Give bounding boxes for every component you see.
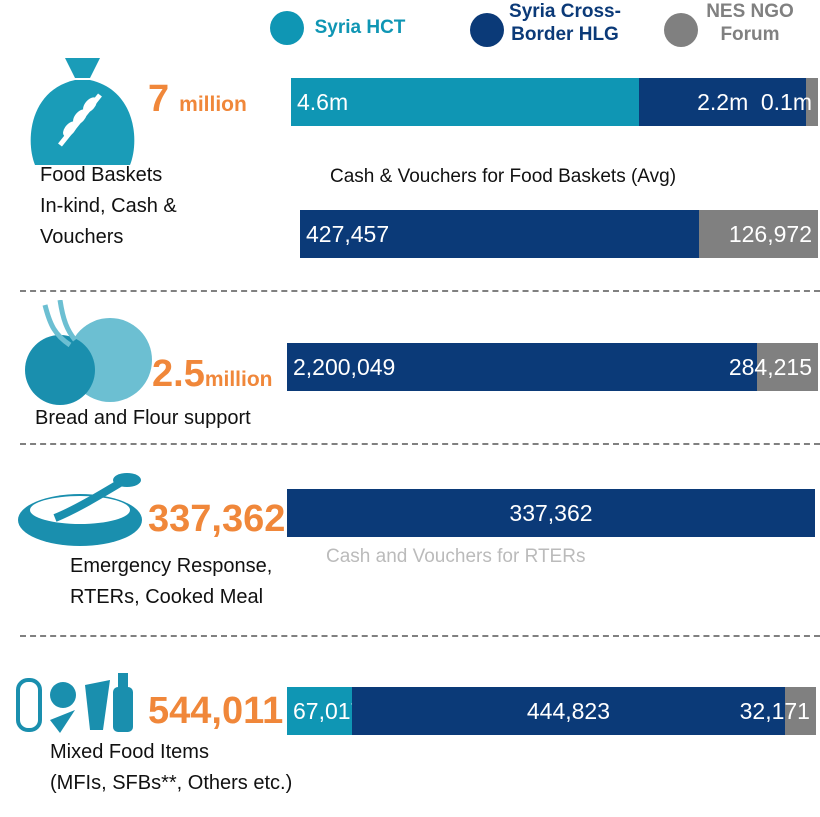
bar-segment: 2.2m <box>639 78 806 126</box>
divider <box>20 443 820 445</box>
bowl-icon <box>18 473 142 546</box>
bar-segment: 2,200,049 <box>287 343 758 391</box>
total: 544,011 <box>148 690 283 733</box>
total-unit: million <box>204 368 273 391</box>
segment-label: 126,972 <box>728 220 812 247</box>
stacked-bar: 4.6m 2.2m 0.1m <box>291 78 818 126</box>
bar-segment: 32,171 <box>740 687 816 735</box>
divider <box>20 290 820 292</box>
total: 2.5million <box>152 353 273 396</box>
total-value: 544,011 <box>148 690 284 732</box>
segment-label: 2.2m <box>697 88 749 115</box>
bar-segment: 126,972 <box>699 210 818 258</box>
bar-segment: 67,017 <box>287 687 363 735</box>
total-value: 337,362 <box>148 498 286 540</box>
stacked-bar: 427,457 126,972 <box>300 210 818 258</box>
stacked-bar: 337,362 <box>287 489 815 537</box>
total-value: 2.5 <box>152 353 205 395</box>
section-label: Bread and Flour support <box>35 407 251 429</box>
segment-label: 67,017 <box>293 697 364 724</box>
segment-label: 4.6m <box>297 88 349 115</box>
bar-caption: Cash and Vouchers for RTERs <box>326 546 586 567</box>
bar-segment: 284,215 <box>729 343 818 391</box>
legend-label: Syria HCT <box>314 17 406 38</box>
mixed-food-icon <box>16 673 133 733</box>
legend-swatch <box>270 11 304 45</box>
total-value: 7 <box>148 78 170 120</box>
total: 337,362 <box>148 498 285 541</box>
bar-segment: 427,457 <box>300 210 700 258</box>
bar-caption: Cash & Vouchers for Food Baskets (Avg) <box>330 166 677 187</box>
legend-label: NES NGO Forum <box>706 1 794 45</box>
segment-label: 2,200,049 <box>293 353 396 380</box>
bar-segment: 337,362 <box>287 489 815 537</box>
bar-segment: 444,823 <box>352 687 785 735</box>
stacked-bar: 67,017 444,823 32,171 <box>287 687 816 735</box>
stacked-bar: 2,200,049 284,215 <box>287 343 818 391</box>
bar-segment: 4.6m <box>291 78 640 126</box>
segment-label: 427,457 <box>306 220 390 247</box>
total-unit: million <box>179 93 247 116</box>
section-label: Emergency Response, <box>70 555 273 577</box>
bread-icon <box>25 300 152 405</box>
segment-label: 284,215 <box>728 353 812 380</box>
segment-label: 0.1m <box>760 88 812 115</box>
section-label: RTERs, Cooked Meal <box>70 586 264 608</box>
total: 7 million <box>148 78 247 121</box>
legend-swatch <box>664 13 698 47</box>
divider <box>20 635 820 637</box>
segment-label: 32,171 <box>739 697 810 724</box>
legend-swatch <box>470 13 504 47</box>
section-label: Vouchers <box>40 226 124 248</box>
bar-segment: 0.1m <box>761 78 818 126</box>
section-label: Mixed Food Items <box>50 741 209 763</box>
segment-label: 337,362 <box>509 499 593 526</box>
segment-label: 444,823 <box>526 697 610 724</box>
section-label: (MFIs, SFBs**, Others etc.) <box>50 772 293 794</box>
section-label: Food Baskets <box>40 164 163 186</box>
legend-label: Syria Cross-Border HLG <box>509 1 621 45</box>
food-bag-icon <box>30 58 135 165</box>
section-label: In-kind, Cash & <box>40 195 177 217</box>
